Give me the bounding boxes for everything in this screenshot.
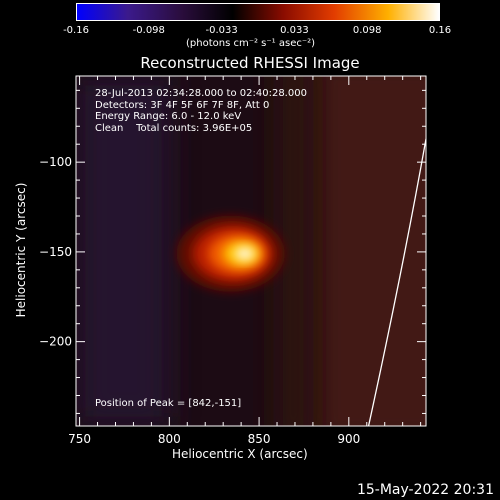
x-axis-label: Heliocentric X (arcsec) [172,447,308,461]
colorbar-tick-label: -0.16 [63,25,89,36]
peak-position-text: Position of Peak = [842,-151] [95,398,242,409]
plot-frame [75,75,427,427]
footer-date: 15-May-2022 20:31 [356,482,494,498]
source-core [234,246,255,261]
chart-title: Reconstructed RHESSI Image [140,54,360,72]
y-tick-label: −100 [39,155,72,169]
colorbar-unit-label: (photons cm⁻² s⁻¹ asec⁻²) [186,38,316,49]
colorbar-gradient [77,4,439,20]
x-tick-label: 900 [337,432,360,446]
y-tick-label: −150 [39,245,72,259]
energy-range-text: Energy Range: 6.0 - 12.0 keV [95,111,242,122]
heatmap-purple-band [76,76,171,426]
info-block: 28-Jul-2013 02:34:28.000 to 02:40:28.000… [95,88,307,134]
x-tick-label: 850 [248,432,271,446]
y-tick-label: −200 [39,335,72,349]
x-tick-label: 750 [68,432,91,446]
colorbar-tick-label: -0.098 [132,25,165,36]
y-axis-label: Heliocentric Y (arcsec) [14,182,28,318]
clean-counts-text: Clean Total counts: 3.96E+05 [95,122,253,134]
time-range-text: 28-Jul-2013 02:34:28.000 to 02:40:28.000 [95,88,307,99]
detectors-text: Detectors: 3F 4F 5F 6F 7F 8F, Att 0 [95,99,270,111]
colorbar-tick-label: 0.098 [352,25,382,36]
solar-limb-curve [367,138,426,426]
colorbar [76,3,440,21]
heatmap-image [76,76,426,426]
colorbar-tick-label: 0.16 [428,25,452,36]
colorbar-tick-label: 0.033 [280,25,309,36]
heatmap-diffuse-band [312,76,426,426]
x-tick-label: 800 [158,432,181,446]
colorbar-tick-label: -0.033 [205,25,238,36]
